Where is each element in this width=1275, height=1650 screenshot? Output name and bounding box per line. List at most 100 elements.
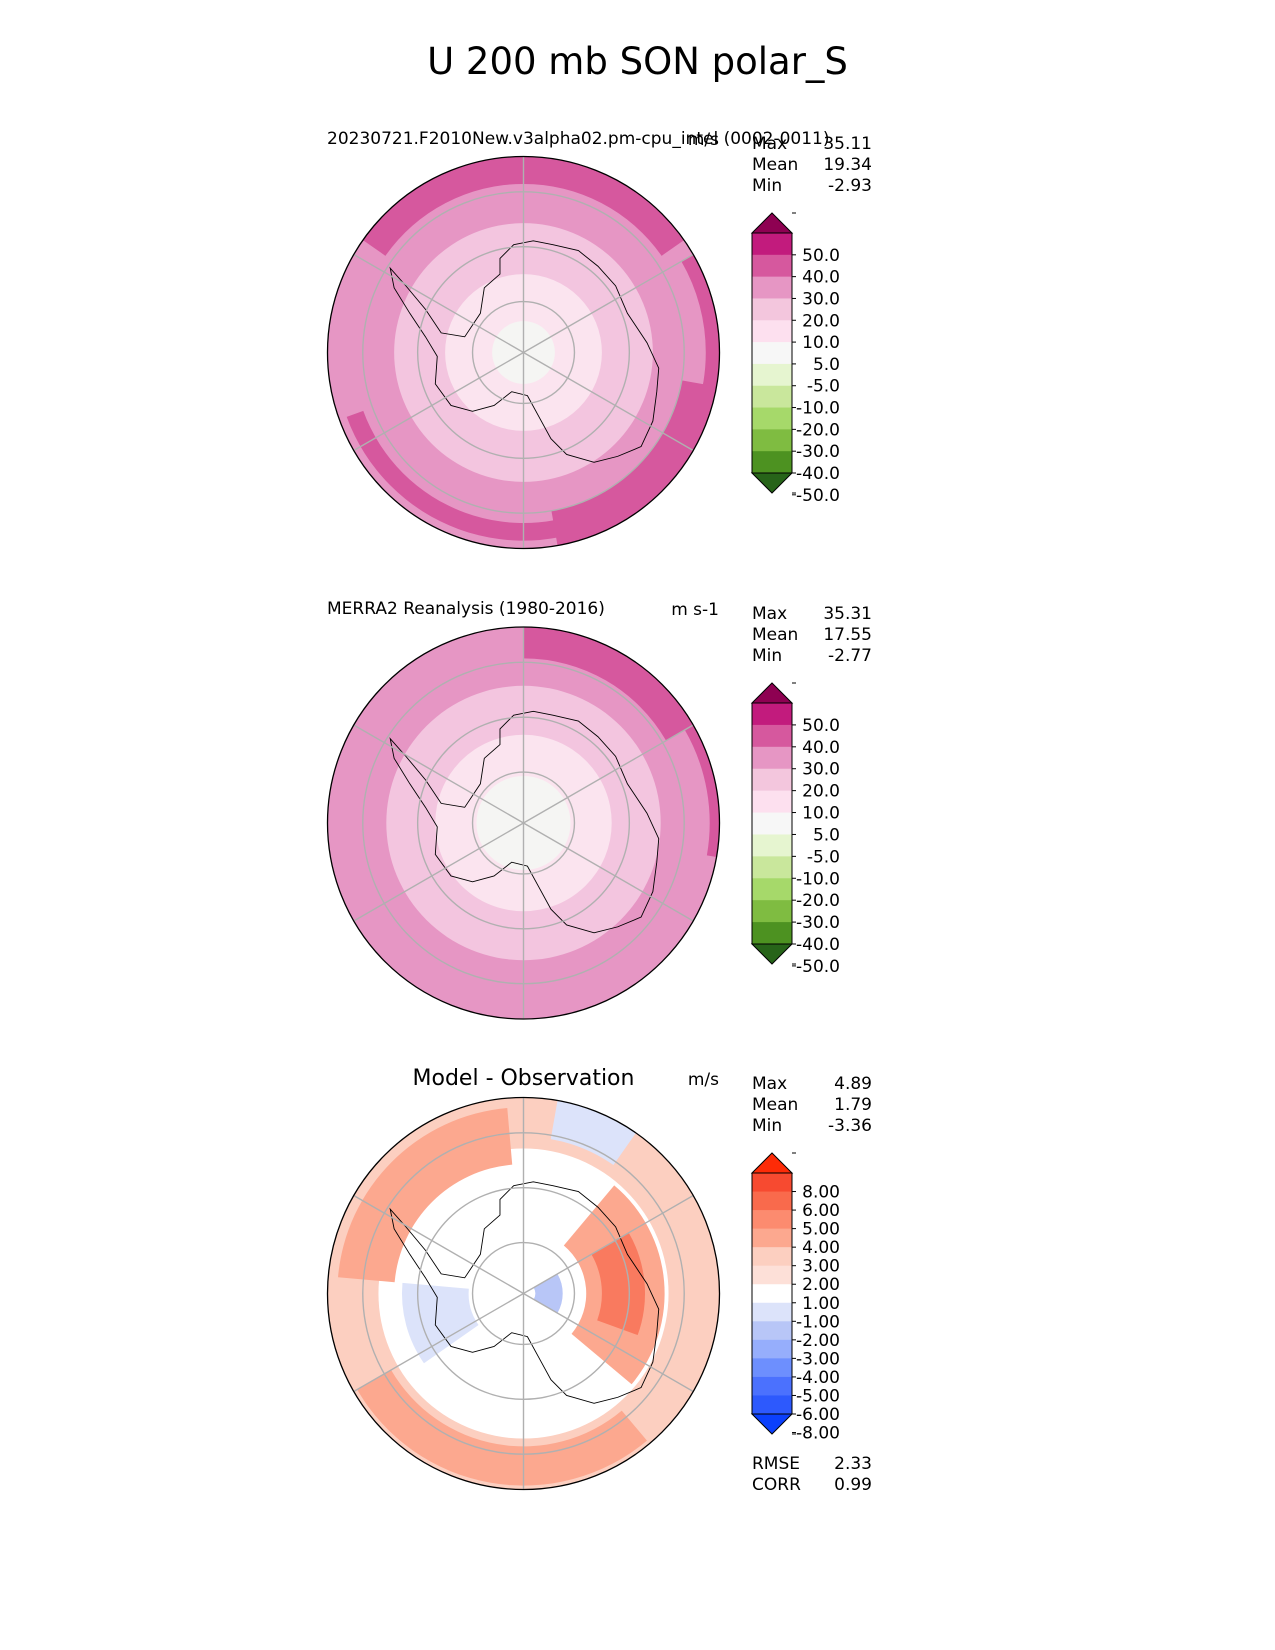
colorbar-tick-label: 20.0 bbox=[802, 311, 840, 331]
antarctica-coastline bbox=[389, 710, 660, 934]
colorbar-tick-label: 5.00 bbox=[802, 1220, 840, 1240]
colorbar-swatch-2 bbox=[752, 254, 792, 278]
colorbar-tick-label: -50.0 bbox=[796, 957, 840, 977]
contour-patch-0 bbox=[523, 627, 694, 741]
colorbar-swatch-11 bbox=[752, 1358, 792, 1378]
colorbar-tick-label: -30.0 bbox=[796, 913, 840, 933]
antarctica-coastline bbox=[389, 1181, 660, 1404]
stat-value-corr: 0.99 bbox=[834, 1475, 872, 1495]
colorbar-tick-label: -20.0 bbox=[796, 420, 840, 440]
stat-label-mean: Mean bbox=[752, 625, 798, 645]
colorbar-extend-min bbox=[750, 472, 794, 494]
colorbar-swatch-8 bbox=[752, 385, 792, 409]
colorbar-tick-label: -30.0 bbox=[796, 442, 840, 462]
stat-label-max: Max bbox=[752, 1074, 787, 1094]
colorbar-tick-label: 2.00 bbox=[802, 1275, 840, 1295]
panel-title: Model - Observation bbox=[413, 1066, 635, 1091]
colorbar-tick-label: -5.0 bbox=[807, 847, 840, 867]
colorbar-extend-min bbox=[750, 1413, 794, 1435]
colorbar-tick-label: -4.00 bbox=[796, 1368, 840, 1388]
colorbar-tick-label: -40.0 bbox=[796, 935, 840, 955]
colorbar-tick-label: 5.0 bbox=[813, 355, 840, 375]
stat-label-min: Min bbox=[752, 1116, 782, 1136]
colorbar-tick-label: -40.0 bbox=[796, 464, 840, 484]
colorbar-swatch-2 bbox=[752, 1191, 792, 1211]
colorbar-tick-label: -50.0 bbox=[796, 486, 840, 506]
contour-patch-1 bbox=[551, 380, 717, 546]
contour-patch-0 bbox=[338, 1108, 513, 1283]
meridian-line-1 bbox=[353, 253, 524, 354]
colorbar-tick-label: 3.00 bbox=[802, 1257, 840, 1277]
colorbar-swatch-10 bbox=[752, 1339, 792, 1359]
colorbar-tick-label: -5.0 bbox=[807, 377, 840, 397]
stat-value-min: -3.36 bbox=[828, 1116, 872, 1136]
panel-units: m/s bbox=[688, 1070, 719, 1090]
colorbar-swatch-11 bbox=[752, 451, 792, 474]
colorbar-extend-min bbox=[750, 943, 794, 965]
stat-value-max: 35.31 bbox=[823, 604, 872, 624]
colorbar-swatch-1 bbox=[752, 233, 792, 256]
meridian-line-4 bbox=[523, 1292, 694, 1393]
colorbar-swatch-10 bbox=[752, 429, 792, 452]
meridian-line-1 bbox=[353, 724, 524, 824]
colorbar-tick-label: -5.00 bbox=[796, 1386, 840, 1406]
stat-label-max: Max bbox=[752, 134, 787, 154]
colorbar-tick-label: 1.00 bbox=[802, 1294, 840, 1314]
colorbar-swatch-9 bbox=[752, 407, 792, 430]
polar-map bbox=[327, 156, 720, 549]
colorbar-tick-label: -10.0 bbox=[796, 399, 840, 419]
stat-label-min: Min bbox=[752, 646, 782, 666]
contour-patch-2 bbox=[591, 1232, 646, 1336]
panel-units: m s-1 bbox=[671, 600, 719, 620]
colorbar-extend-max bbox=[750, 682, 794, 704]
meridian-line-4 bbox=[523, 351, 694, 452]
polar-map bbox=[327, 1097, 720, 1490]
colorbar-swatch-9 bbox=[752, 878, 792, 901]
colorbar-tick-label: -6.00 bbox=[796, 1405, 840, 1425]
stat-label-min: Min bbox=[752, 176, 782, 196]
stat-value-mean: 17.55 bbox=[823, 625, 872, 645]
contour-patch-0 bbox=[362, 156, 685, 256]
colorbar-swatch-8 bbox=[752, 856, 792, 879]
meridian-line-5 bbox=[523, 724, 694, 824]
colorbar-tick-label: 30.0 bbox=[802, 760, 840, 780]
colorbar-extend-max bbox=[750, 212, 794, 234]
colorbar-swatch-7 bbox=[752, 834, 792, 857]
stat-value-min: -2.93 bbox=[828, 176, 872, 196]
colorbar-swatch-2 bbox=[752, 724, 792, 748]
stat-value-rmse: 2.33 bbox=[834, 1454, 872, 1474]
contour-patch-3 bbox=[346, 410, 618, 541]
contour-patch-5 bbox=[401, 1282, 479, 1364]
stat-value-mean: 19.34 bbox=[823, 155, 872, 175]
colorbar-tick-label: -2.00 bbox=[796, 1331, 840, 1351]
stat-label-corr: CORR bbox=[752, 1475, 801, 1495]
stat-label-rmse: RMSE bbox=[752, 1454, 800, 1474]
colorbar-swatch-4 bbox=[752, 298, 792, 321]
colorbar-swatch-4 bbox=[752, 1228, 792, 1248]
map-boundary bbox=[326, 155, 721, 550]
contour-patch-1 bbox=[684, 725, 720, 858]
colorbar-swatch-11 bbox=[752, 922, 792, 945]
colorbar-tick-label: -1.00 bbox=[796, 1312, 840, 1332]
colorbar-swatch-3 bbox=[752, 746, 792, 770]
colorbar-tick-label: -20.0 bbox=[796, 891, 840, 911]
colorbar-swatch-7 bbox=[752, 1284, 792, 1304]
contour-patch-4 bbox=[550, 1100, 636, 1166]
contour-patch-3 bbox=[357, 1369, 647, 1486]
panel-title: MERRA2 Reanalysis (1980-2016) bbox=[327, 599, 605, 619]
colorbar-swatch-6 bbox=[752, 1265, 792, 1285]
colorbar-tick-label: -8.00 bbox=[796, 1424, 840, 1444]
colorbar-swatch-5 bbox=[752, 320, 792, 343]
colorbar-swatch-7 bbox=[752, 363, 792, 387]
colorbar-extend-max bbox=[750, 1152, 794, 1174]
meridian-line-2 bbox=[353, 1292, 524, 1393]
stat-label-mean: Mean bbox=[752, 1095, 798, 1115]
colorbar-frame bbox=[751, 232, 793, 474]
colorbar-tick-label: 50.0 bbox=[802, 716, 840, 736]
stat-value-max: 35.11 bbox=[823, 134, 872, 154]
colorbar-swatch-13 bbox=[752, 1395, 792, 1415]
stat-value-mean: 1.79 bbox=[834, 1095, 872, 1115]
colorbar-swatch-9 bbox=[752, 1321, 792, 1341]
map-boundary bbox=[326, 1096, 721, 1491]
